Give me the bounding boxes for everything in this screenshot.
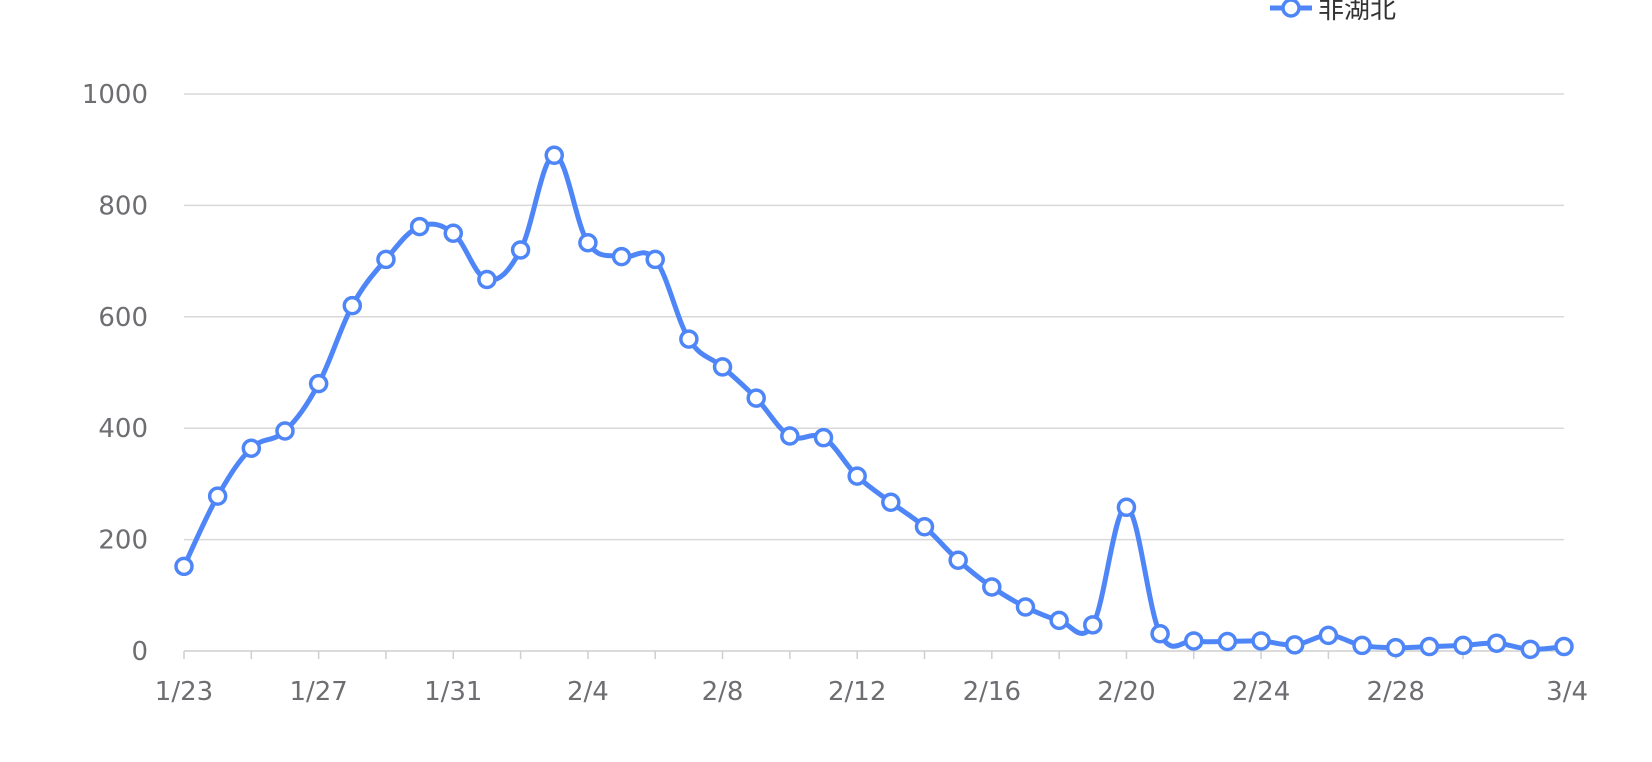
data-point bbox=[645, 249, 665, 270]
data-point bbox=[1150, 623, 1170, 644]
data-point bbox=[679, 329, 699, 349]
data-point bbox=[1554, 636, 1574, 657]
x-tick-label: 2/28 bbox=[1367, 677, 1425, 707]
x-tick-label: 2/8 bbox=[702, 677, 744, 707]
data-point bbox=[342, 295, 363, 316]
y-tick-label: 0 bbox=[131, 637, 148, 667]
data-point bbox=[578, 232, 598, 253]
series-layer bbox=[174, 145, 1574, 660]
data-point bbox=[1217, 631, 1238, 652]
data-point bbox=[207, 486, 228, 506]
data-point bbox=[1116, 497, 1137, 518]
data-point bbox=[443, 223, 464, 243]
data-point bbox=[275, 421, 295, 441]
data-point bbox=[409, 216, 430, 237]
data-point bbox=[881, 492, 901, 513]
data-point bbox=[1083, 615, 1103, 635]
data-point bbox=[948, 550, 968, 570]
x-axis-tick-labels: 1/23 1/27 1/31 2/4 2/8 2/12 2/16 2/20 2/24 2/28 3/… bbox=[155, 677, 1588, 707]
data-point bbox=[1184, 631, 1204, 651]
x-tick-label: 3/4 bbox=[1546, 677, 1588, 707]
data-point bbox=[1049, 610, 1069, 631]
gridlines bbox=[184, 93, 1564, 541]
data-point bbox=[813, 427, 834, 448]
y-tick-label: 1000 bbox=[82, 80, 148, 110]
data-point bbox=[376, 249, 396, 270]
data-point bbox=[1385, 637, 1406, 658]
x-tick-label: 2/20 bbox=[1097, 677, 1155, 707]
data-point bbox=[544, 145, 564, 166]
data-point bbox=[712, 357, 733, 377]
data-point bbox=[1251, 631, 1271, 651]
data-point bbox=[914, 517, 935, 537]
data-point bbox=[1520, 639, 1541, 660]
data-point bbox=[174, 556, 194, 577]
data-point bbox=[510, 240, 531, 260]
data-point bbox=[847, 466, 867, 486]
x-tick-label: 1/23 bbox=[155, 677, 213, 707]
data-point bbox=[1352, 635, 1372, 656]
data-point bbox=[1284, 635, 1305, 655]
legend-label: 非湖北 bbox=[1318, 0, 1396, 25]
x-tick-label: 2/12 bbox=[828, 677, 886, 707]
legend-marker bbox=[1281, 0, 1301, 18]
x-tick-label: 2/16 bbox=[963, 677, 1021, 707]
data-point bbox=[780, 426, 800, 446]
legend: 非湖北 bbox=[1270, 0, 1396, 25]
x-tick-label: 1/27 bbox=[289, 677, 347, 707]
data-point bbox=[746, 388, 766, 408]
x-tick-label: 1/31 bbox=[424, 677, 482, 707]
data-point bbox=[1453, 635, 1473, 656]
x-tick-label: 2/24 bbox=[1232, 677, 1290, 707]
series-line bbox=[181, 152, 1567, 652]
y-axis-tick-labels: 0 200 400 600 800 1000 bbox=[82, 80, 148, 667]
data-point bbox=[1015, 597, 1036, 617]
data-point bbox=[477, 269, 497, 290]
data-point bbox=[241, 438, 262, 459]
y-tick-label: 600 bbox=[98, 303, 148, 333]
x-tick-label: 2/4 bbox=[567, 677, 609, 707]
data-point bbox=[1419, 636, 1440, 657]
y-tick-label: 400 bbox=[98, 414, 148, 444]
data-point bbox=[982, 577, 1002, 597]
data-point bbox=[1486, 633, 1507, 653]
data-point bbox=[611, 246, 632, 267]
y-tick-label: 800 bbox=[98, 191, 148, 221]
data-point bbox=[1318, 625, 1339, 646]
data-point bbox=[308, 373, 329, 394]
y-tick-label: 200 bbox=[98, 526, 148, 556]
